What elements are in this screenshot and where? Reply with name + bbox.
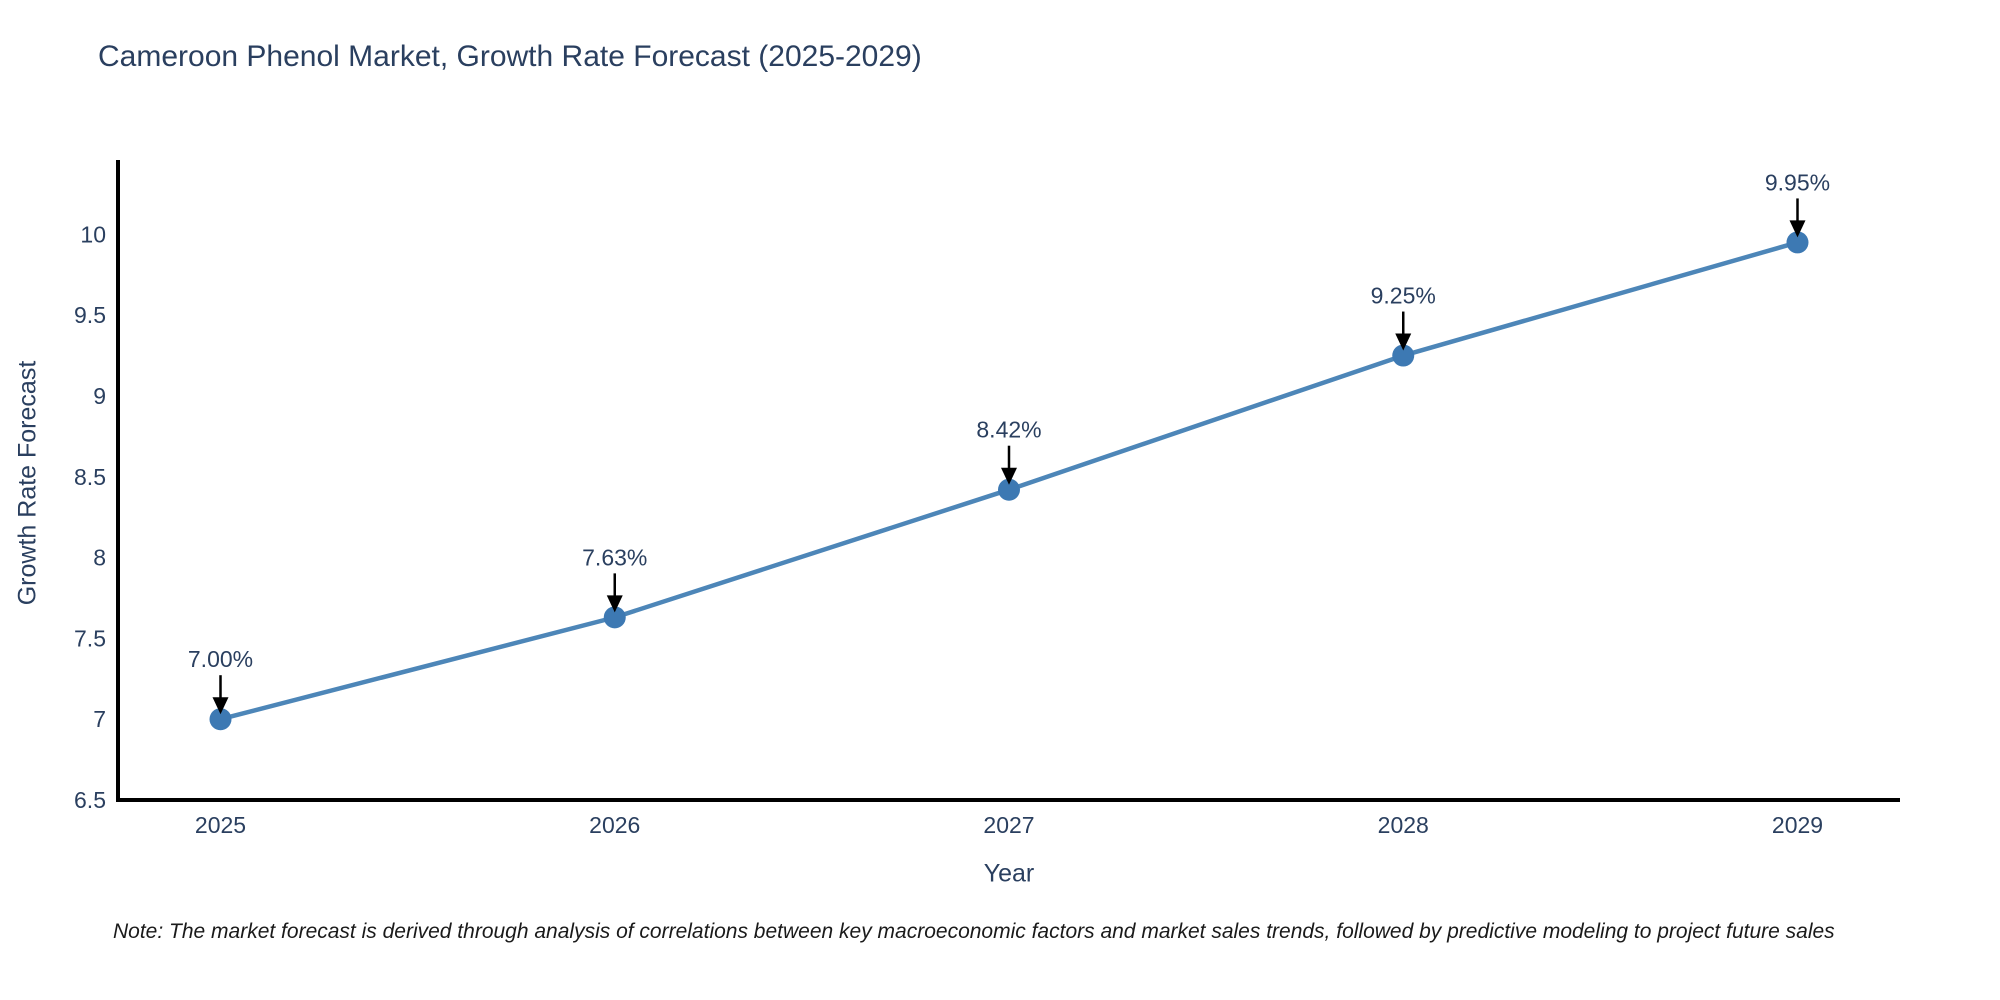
data-point-label: 7.00% [188, 646, 253, 672]
x-tick-label: 2029 [1772, 812, 1823, 838]
annotation-arrow-head [1395, 333, 1412, 351]
x-tick-label: 2028 [1378, 812, 1429, 838]
y-tick-label: 7.5 [74, 625, 106, 651]
annotation-arrow-head [1789, 220, 1806, 238]
data-point-label: 9.95% [1765, 169, 1830, 195]
data-point-label: 8.42% [976, 417, 1041, 443]
footnote: Note: The market forecast is derived thr… [113, 920, 1835, 943]
annotation-arrow-head [212, 697, 229, 715]
y-tick-label: 8 [93, 545, 106, 571]
x-axis-label: Year [983, 859, 1035, 888]
y-tick-label: 9 [93, 383, 106, 409]
annotation-arrow-head [1001, 467, 1017, 485]
data-point-marker[interactable] [1392, 344, 1415, 367]
data-point-marker[interactable] [603, 606, 626, 629]
data-point-marker[interactable] [1786, 231, 1809, 254]
data-point-label: 9.25% [1371, 283, 1436, 309]
x-tick-label: 2025 [195, 812, 246, 838]
x-tick-label: 2027 [983, 812, 1034, 838]
data-point-label: 7.63% [582, 544, 647, 570]
y-tick-label: 10 [80, 221, 106, 247]
y-tick-label: 6.5 [74, 787, 106, 813]
data-point-marker[interactable] [998, 478, 1020, 501]
annotation-arrow-head [606, 595, 623, 613]
x-tick-label: 2026 [589, 812, 640, 838]
y-tick-label: 7 [93, 706, 106, 732]
y-tick-label: 8.5 [74, 464, 106, 490]
y-tick-label: 9.5 [74, 302, 106, 328]
data-point-marker[interactable] [209, 708, 232, 731]
chart-title: Cameroon Phenol Market, Growth Rate Fore… [98, 40, 922, 73]
